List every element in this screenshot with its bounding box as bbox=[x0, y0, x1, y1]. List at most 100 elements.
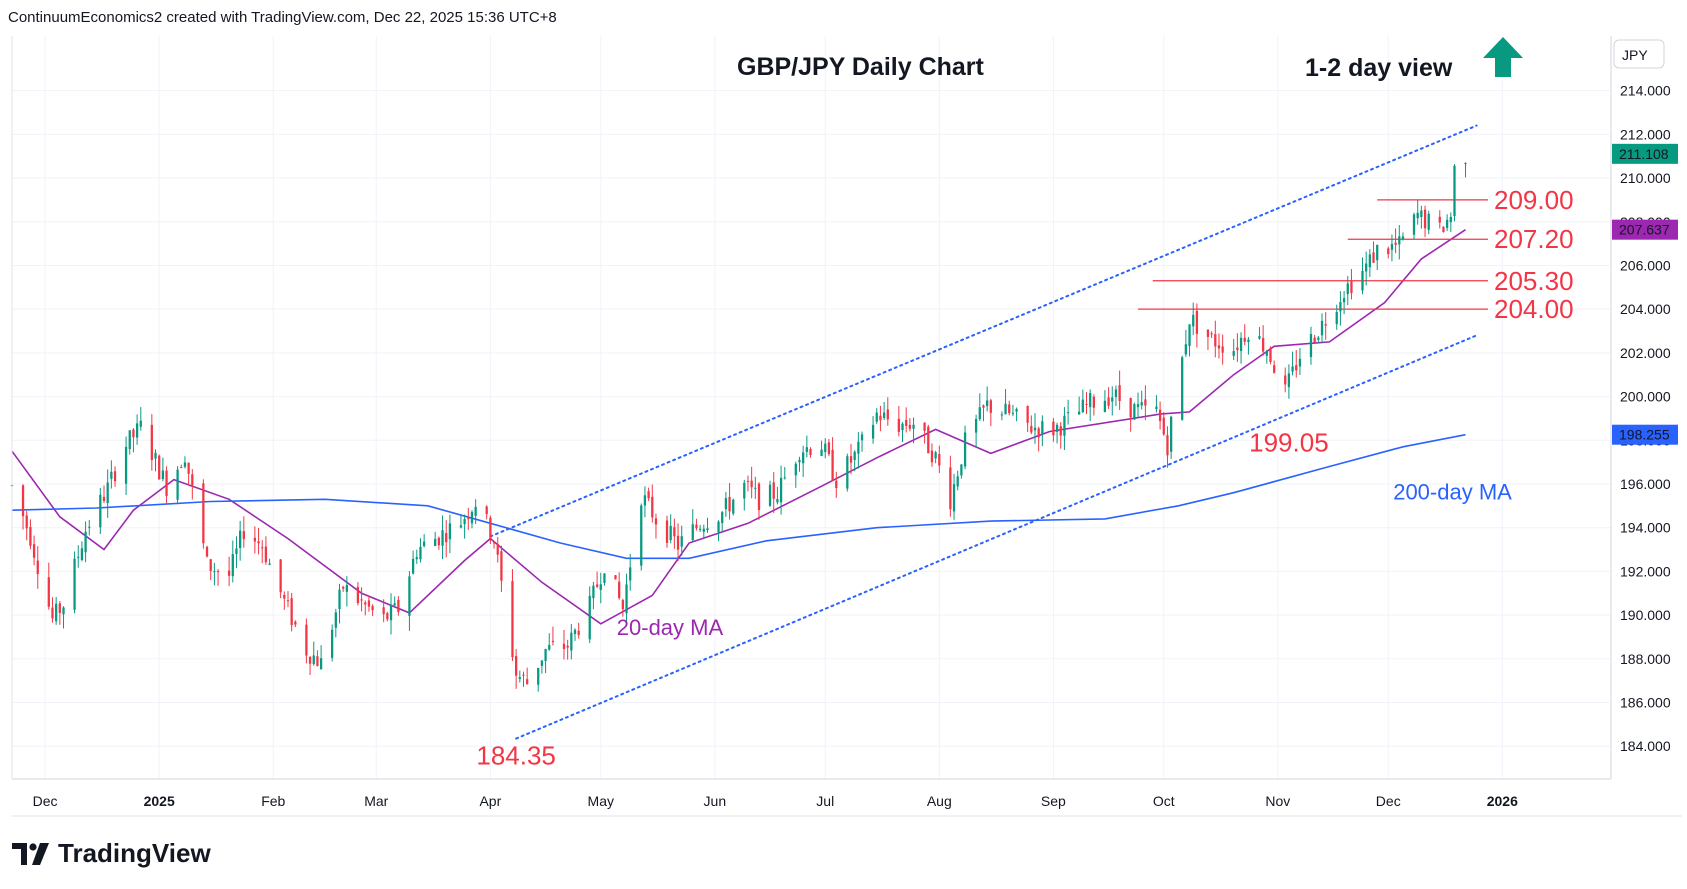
candle-body bbox=[32, 544, 36, 558]
candle-body bbox=[1033, 427, 1037, 431]
candle-body bbox=[132, 429, 135, 438]
candle-body bbox=[1387, 248, 1390, 255]
candle-body bbox=[982, 405, 985, 408]
candle-body bbox=[986, 400, 989, 407]
candle bbox=[227, 556, 231, 587]
candle bbox=[1449, 212, 1452, 232]
candle-body bbox=[128, 430, 131, 450]
candle bbox=[923, 422, 926, 444]
candle bbox=[1295, 350, 1298, 378]
candle bbox=[1401, 232, 1405, 241]
candle bbox=[1015, 407, 1018, 422]
candle bbox=[827, 438, 831, 457]
candle bbox=[187, 462, 190, 486]
candle bbox=[448, 514, 452, 554]
candle-body bbox=[526, 679, 529, 684]
candle-body bbox=[1320, 320, 1324, 336]
candle-body bbox=[923, 422, 926, 431]
candle-body bbox=[415, 557, 418, 560]
candle-body bbox=[209, 559, 212, 571]
candle-body bbox=[342, 587, 345, 589]
candle bbox=[32, 535, 36, 566]
candle bbox=[772, 472, 775, 513]
candle bbox=[176, 466, 179, 505]
candle-body bbox=[1317, 337, 1320, 340]
chart-attribution: ContinuumEconomics2 created with Trading… bbox=[8, 9, 557, 26]
price-label-text: 198.255 bbox=[1619, 427, 1670, 443]
candle-body bbox=[294, 621, 297, 625]
candle-body bbox=[239, 530, 242, 548]
candle bbox=[905, 407, 908, 433]
candle bbox=[422, 534, 426, 548]
candle bbox=[849, 443, 853, 475]
candle bbox=[1445, 214, 1449, 232]
candle-body bbox=[857, 441, 860, 454]
candle-body bbox=[1008, 404, 1011, 414]
candle bbox=[1184, 329, 1188, 357]
candle bbox=[21, 484, 25, 530]
candle-body bbox=[871, 424, 875, 439]
candle bbox=[522, 671, 525, 687]
candle bbox=[599, 572, 602, 604]
candle-body bbox=[419, 546, 422, 560]
candle-body bbox=[1059, 426, 1062, 436]
candle-body bbox=[1144, 399, 1147, 406]
currency-button[interactable] bbox=[1613, 39, 1665, 69]
candle-body bbox=[1162, 417, 1165, 435]
candle bbox=[551, 626, 555, 646]
candle-body bbox=[875, 412, 878, 422]
candle-body bbox=[676, 535, 680, 550]
ma200-line bbox=[11, 433, 1466, 560]
candle-body bbox=[651, 496, 654, 518]
candle bbox=[1317, 335, 1320, 344]
candle-body bbox=[1335, 312, 1338, 325]
candle bbox=[1291, 351, 1294, 376]
candle bbox=[908, 418, 912, 432]
candle bbox=[621, 598, 624, 617]
candle bbox=[1089, 389, 1092, 421]
low-annotation: 184.35 bbox=[476, 741, 556, 771]
candle-body bbox=[191, 474, 194, 486]
candle bbox=[562, 629, 566, 660]
candle bbox=[1442, 226, 1445, 233]
candle bbox=[36, 546, 39, 589]
candle bbox=[29, 519, 32, 550]
y-tick-label: 212.000 bbox=[1620, 126, 1671, 142]
candle bbox=[345, 576, 349, 607]
candle-body bbox=[492, 542, 496, 544]
candle-body bbox=[665, 520, 669, 543]
candle-body bbox=[441, 530, 444, 546]
candle-body bbox=[463, 519, 466, 525]
candle bbox=[489, 515, 492, 545]
candle bbox=[846, 453, 849, 492]
candle bbox=[724, 491, 728, 517]
candle bbox=[1464, 162, 1467, 178]
candle-body bbox=[706, 528, 709, 531]
candle bbox=[397, 596, 400, 616]
candle bbox=[360, 587, 363, 612]
candle bbox=[99, 487, 102, 535]
candle-body bbox=[802, 452, 805, 464]
candle bbox=[1063, 407, 1066, 451]
candle bbox=[283, 591, 286, 610]
candle-body bbox=[99, 494, 102, 528]
candle bbox=[445, 520, 448, 558]
price-label-ma200: 198.255 bbox=[1612, 424, 1678, 445]
candle bbox=[1155, 395, 1158, 413]
candle bbox=[643, 486, 647, 518]
candle-body bbox=[849, 456, 853, 463]
candle-body bbox=[253, 537, 257, 542]
candle bbox=[1320, 313, 1324, 344]
candle-body bbox=[1372, 252, 1375, 263]
candle-body bbox=[1442, 226, 1445, 233]
candle-body bbox=[794, 463, 797, 476]
candle-body bbox=[393, 603, 396, 606]
candle bbox=[1376, 244, 1379, 270]
candle-body bbox=[588, 595, 591, 640]
candle bbox=[1361, 257, 1364, 295]
level-label: 204.00 bbox=[1494, 294, 1574, 324]
candle bbox=[411, 550, 415, 575]
candle-body bbox=[772, 482, 775, 499]
candle-body bbox=[618, 581, 621, 598]
candle-body bbox=[1026, 405, 1029, 423]
